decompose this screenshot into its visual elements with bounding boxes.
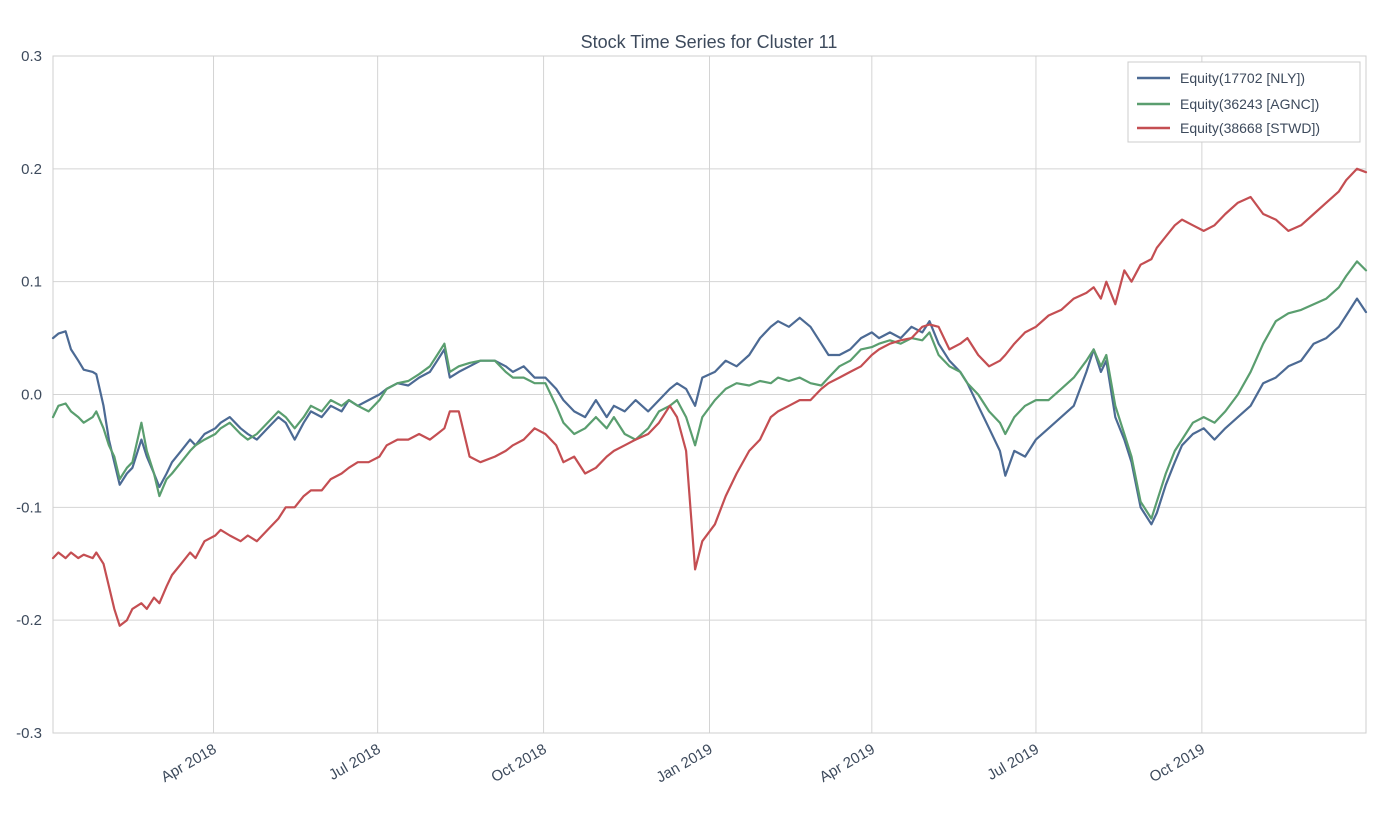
y-tick-label: -0.1 xyxy=(16,499,42,516)
plot-frame xyxy=(52,55,1367,734)
chart-title: Stock Time Series for Cluster 11 xyxy=(581,32,838,52)
y-tick-label: 0.1 xyxy=(21,274,42,291)
y-tick-label: 0.3 xyxy=(21,48,42,65)
x-tick-label: Apr 2019 xyxy=(817,741,878,786)
series-line-agnc xyxy=(51,260,1368,520)
x-axis: Apr 2018 Jul 2018 Oct 2018 Jan 2019 Apr 2019… xyxy=(158,741,1208,787)
y-tick-label: 0.0 xyxy=(21,387,42,404)
y-tick-label: 0.2 xyxy=(21,161,42,178)
x-tick-label: Oct 2019 xyxy=(1147,741,1208,786)
legend-label-stwd: Equity(38668 [STWD]) xyxy=(1180,120,1320,136)
series-line-nly xyxy=(51,297,1368,526)
y-tick-label: -0.3 xyxy=(16,725,42,742)
grid xyxy=(53,55,1366,734)
series-layer xyxy=(51,167,1368,627)
x-tick-label: Jul 2019 xyxy=(984,741,1042,784)
x-tick-label: Apr 2018 xyxy=(158,741,219,786)
y-tick-label: -0.2 xyxy=(16,612,42,629)
x-tick-label: Jan 2019 xyxy=(654,741,716,787)
legend: Equity(17702 [NLY]) Equity(36243 [AGNC])… xyxy=(1127,61,1361,143)
x-tick-label: Oct 2018 xyxy=(488,741,549,786)
legend-label-agnc: Equity(36243 [AGNC]) xyxy=(1180,96,1319,112)
series-line-stwd xyxy=(51,167,1368,627)
y-axis: -0.3 -0.2 -0.1 0.0 0.1 0.2 0.3 xyxy=(16,48,42,742)
x-tick-label: Jul 2018 xyxy=(326,741,384,784)
legend-label-nly: Equity(17702 [NLY]) xyxy=(1180,70,1305,86)
